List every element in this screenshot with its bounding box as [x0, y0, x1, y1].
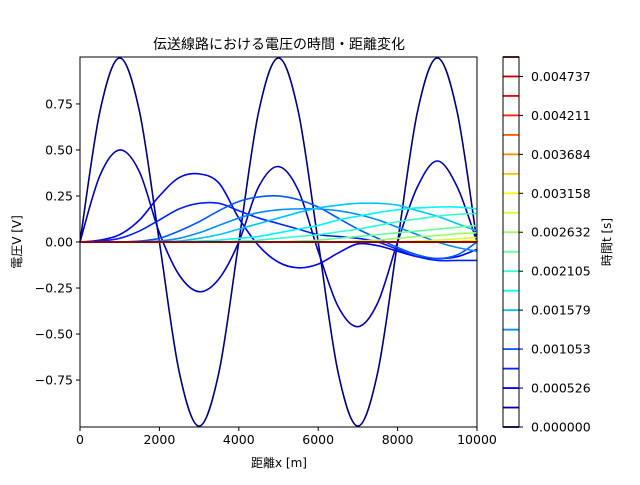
chart-title: 伝送線路における電圧の時間・距離変化 [153, 36, 405, 53]
x-tick-label: 0 [76, 432, 84, 447]
colorbar-label: 時間t [s] [600, 218, 614, 266]
x-tick-label: 8000 [382, 432, 414, 447]
colorbar-frame [502, 56, 520, 428]
series-line-3 [79, 201, 477, 262]
colorbar-tick-label: 0.002632 [531, 225, 591, 240]
y-tick-label: −0.25 [35, 281, 73, 296]
colorbar-tick-label: 0.003158 [531, 186, 591, 201]
colorbar-tick-label: 0.003684 [531, 147, 591, 162]
colorbar-tick-label: 0.002105 [531, 264, 591, 279]
colorbar: 0.000000 0.000526 0.001053 0.001579 0.002105… [502, 56, 591, 435]
x-tick-label: 4000 [223, 432, 255, 447]
colorbar-tick-label: 0.004211 [531, 108, 591, 123]
colorbar-tick-label: 0.001579 [531, 303, 591, 318]
colorbar-background [503, 57, 519, 427]
colorbar-tick-label: 0.001053 [531, 342, 591, 357]
x-axis-label: 距離x [m] [251, 456, 307, 470]
y-tick-label: −0.75 [35, 373, 73, 388]
colorbar-tick-label: 0.000000 [531, 420, 591, 435]
colorbar-tick-label: 0.000526 [531, 381, 591, 396]
axes: 0 2000 4000 6000 8000 10000 −0.75 −0.50 −0.25 0.0… [35, 56, 497, 447]
x-tick-label: 10000 [457, 432, 497, 447]
y-tick-label: 0.50 [45, 142, 73, 157]
series-line-0 [79, 57, 478, 427]
colorbar-tick-label: 0.004737 [531, 69, 591, 84]
plot-lines [79, 57, 478, 427]
series-line-1 [79, 149, 478, 328]
y-tick-label: 0.25 [45, 188, 73, 203]
y-tick-label: −0.50 [35, 327, 73, 342]
series-line-4 [79, 195, 478, 260]
y-tick-label: 0.00 [45, 235, 73, 250]
y-axis-label: 電圧V [V] [10, 215, 24, 269]
x-tick-label: 6000 [302, 432, 334, 447]
x-tick-label: 2000 [143, 432, 175, 447]
y-tick-label: 0.75 [45, 96, 73, 111]
